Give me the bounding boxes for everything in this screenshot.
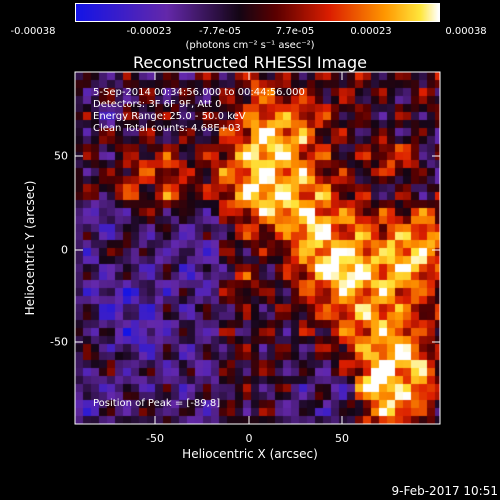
- colorbar-gradient: [76, 4, 439, 21]
- colorbar-tick: -0.00023: [126, 26, 172, 37]
- colorbar-tick: 0.00038: [445, 26, 487, 37]
- info-detectors: Detectors: 3F 6F 9F, Att 0: [93, 99, 222, 110]
- y-tick-label: 50: [54, 149, 68, 163]
- heatmap-image: [75, 72, 440, 424]
- colorbar-tick: 7.7e-05: [275, 26, 315, 37]
- plot-title: Reconstructed RHESSI Image: [133, 53, 367, 72]
- timestamp: 9-Feb-2017 10:51: [391, 484, 498, 498]
- colorbar-unit: (photons cm⁻² s⁻¹ asec⁻²): [185, 40, 315, 51]
- colorbar-tick: -7.7e-05: [199, 26, 241, 37]
- info-energy-range: Energy Range: 25.0 - 50.0 keV: [93, 111, 246, 122]
- x-tick-label: -50: [146, 432, 164, 445]
- x-tick-label: 0: [245, 432, 253, 445]
- colorbar-tick: -0.00038: [10, 26, 56, 37]
- colorbar: [75, 3, 440, 22]
- info-clean-counts: Clean Total counts: 4.68E+03: [93, 123, 241, 134]
- y-tick-label: -50: [50, 335, 68, 349]
- image-plot: [75, 72, 440, 424]
- x-axis-label: Heliocentric X (arcsec): [182, 447, 318, 461]
- info-peak-position: Position of Peak = [-89,8]: [93, 398, 221, 409]
- y-tick-label: 0: [61, 243, 68, 257]
- x-tick-label: 50: [335, 432, 349, 445]
- colorbar-tick: 0.00023: [350, 26, 392, 37]
- y-axis-label: Heliocentric Y (arcsec): [23, 180, 37, 316]
- info-time-range: 5-Sep-2014 00:34:56.000 to 00:44:56.000: [93, 87, 305, 98]
